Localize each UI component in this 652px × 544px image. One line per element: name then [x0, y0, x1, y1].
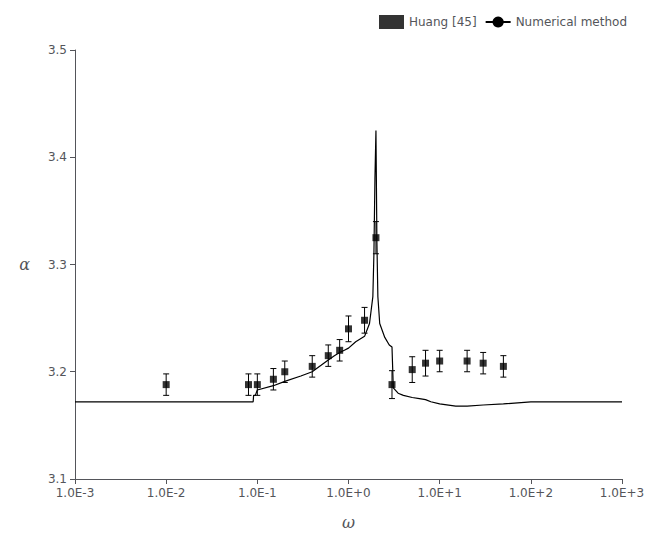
- svg-text:ω: ω: [342, 513, 355, 532]
- svg-text:3.2: 3.2: [48, 365, 67, 379]
- svg-text:1.0E-3: 1.0E-3: [56, 486, 95, 500]
- svg-text:3.1: 3.1: [48, 472, 67, 486]
- svg-text:1.0E+0: 1.0E+0: [326, 486, 370, 500]
- svg-text:Numerical method: Numerical method: [516, 15, 627, 29]
- svg-text:1.0E+3: 1.0E+3: [600, 486, 644, 500]
- svg-text:3.4: 3.4: [48, 150, 67, 164]
- svg-text:α: α: [19, 255, 30, 274]
- svg-text:1.0E-1: 1.0E-1: [238, 486, 277, 500]
- svg-text:1.0E+1: 1.0E+1: [417, 486, 461, 500]
- svg-text:3.3: 3.3: [48, 258, 67, 272]
- svg-text:1.0E-2: 1.0E-2: [147, 486, 186, 500]
- svg-text:Huang [45]: Huang [45]: [409, 15, 477, 29]
- svg-text:1.0E+2: 1.0E+2: [509, 486, 553, 500]
- svg-text:3.5: 3.5: [48, 43, 67, 57]
